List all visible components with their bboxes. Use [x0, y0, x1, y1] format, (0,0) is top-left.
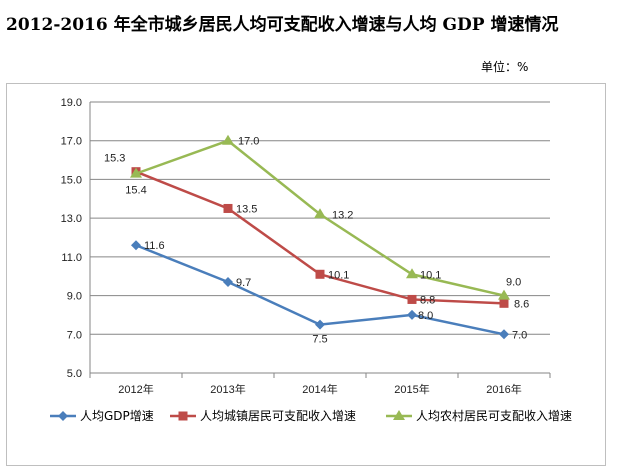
y-tick-label: 9.0 [67, 291, 82, 303]
data-label: 8.6 [514, 298, 529, 310]
triangle-marker [130, 167, 142, 178]
data-label: 15.4 [125, 185, 146, 197]
y-tick-label: 17.0 [61, 136, 82, 148]
square-marker [178, 411, 188, 421]
data-label: 7.5 [312, 334, 327, 346]
y-tick-label: 11.0 [61, 252, 82, 264]
square-marker [499, 298, 509, 308]
y-tick-label: 13.0 [61, 213, 82, 225]
x-tick-label: 2014年 [302, 382, 337, 396]
triangle-marker [406, 268, 418, 279]
square-marker [223, 203, 233, 213]
y-tick-label: 5.0 [67, 368, 82, 380]
x-tick-label: 2013年 [210, 382, 245, 396]
data-label: 7.0 [512, 329, 527, 341]
data-label: 8.8 [420, 294, 435, 306]
chart-frame [6, 83, 606, 466]
square-marker [315, 269, 325, 279]
data-label: 13.2 [332, 209, 353, 221]
triangle-marker [393, 410, 405, 420]
data-label: 15.3 [104, 153, 125, 165]
triangle-marker [498, 289, 510, 300]
legend-label: 人均农村居民可支配收入增速 [416, 409, 572, 423]
data-label: 10.1 [328, 269, 349, 281]
data-label: 11.6 [144, 240, 165, 252]
chart-title: 2012-2016 年全市城乡居民人均可支配收入增速与人均 GDP 增速情况 [6, 15, 559, 35]
diamond-marker [499, 329, 509, 340]
data-label: 9.7 [236, 277, 251, 289]
triangle-marker [222, 134, 234, 145]
y-tick-label: 19.0 [61, 97, 82, 109]
diamond-marker [131, 240, 141, 251]
data-label: 8.0 [418, 310, 433, 322]
diamond-marker [407, 309, 417, 320]
unit-label: 单位：% [481, 60, 529, 74]
diamond-marker [315, 319, 325, 330]
data-label: 17.0 [238, 136, 259, 148]
data-label: 10.1 [420, 269, 441, 281]
square-marker [407, 294, 417, 304]
legend-label: 人均GDP增速 [80, 409, 154, 423]
x-tick-label: 2012年 [118, 382, 153, 396]
y-tick-label: 15.0 [61, 174, 82, 186]
diamond-marker [223, 277, 233, 288]
triangle-marker [314, 208, 326, 219]
x-tick-label: 2015年 [394, 382, 429, 396]
diamond-marker [58, 411, 68, 421]
legend-label: 人均城镇居民可支配收入增速 [200, 409, 356, 423]
data-label: 13.5 [236, 203, 257, 215]
x-tick-label: 2016年 [486, 382, 521, 396]
y-tick-label: 7.0 [67, 329, 82, 341]
data-label: 9.0 [506, 277, 521, 289]
